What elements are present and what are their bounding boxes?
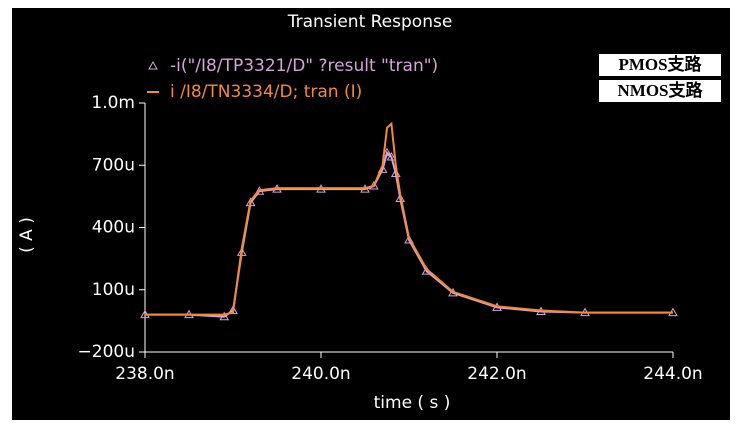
- x-tick-label: 238.0n: [115, 364, 174, 384]
- point: [395, 193, 406, 202]
- point: [219, 311, 230, 321]
- legend-label: -i("/I8/TP3321/D" ?result "tran"): [170, 56, 438, 76]
- x-axis-label: time ( s ): [374, 393, 451, 413]
- x-tick-label: 242.0n: [467, 364, 526, 384]
- y-tick-label: 700u: [92, 155, 135, 175]
- annotation-box: [599, 80, 721, 102]
- y-tick-label: 1.0m: [91, 93, 135, 113]
- x-tick-label: 240.0n: [291, 364, 350, 384]
- annotation: PMOS支路: [618, 54, 702, 74]
- annotation: NMOS支路: [618, 80, 704, 100]
- y-tick-label: 100u: [92, 280, 135, 300]
- legend-label: i /I8/TN3334/D; tran (I): [170, 82, 362, 102]
- legend-marker: [148, 60, 158, 70]
- chart-title: Transient Response: [287, 12, 453, 32]
- y-tick-label: 400u: [92, 218, 135, 238]
- y-tick-label: −200u: [78, 342, 135, 362]
- point: [386, 151, 397, 161]
- y-axis-label: ( A ): [17, 217, 37, 253]
- plot-background: [12, 8, 730, 420]
- annotation-box: [599, 54, 721, 76]
- series-line: [145, 121, 673, 316]
- x-tick-label: 244.0n: [643, 364, 702, 384]
